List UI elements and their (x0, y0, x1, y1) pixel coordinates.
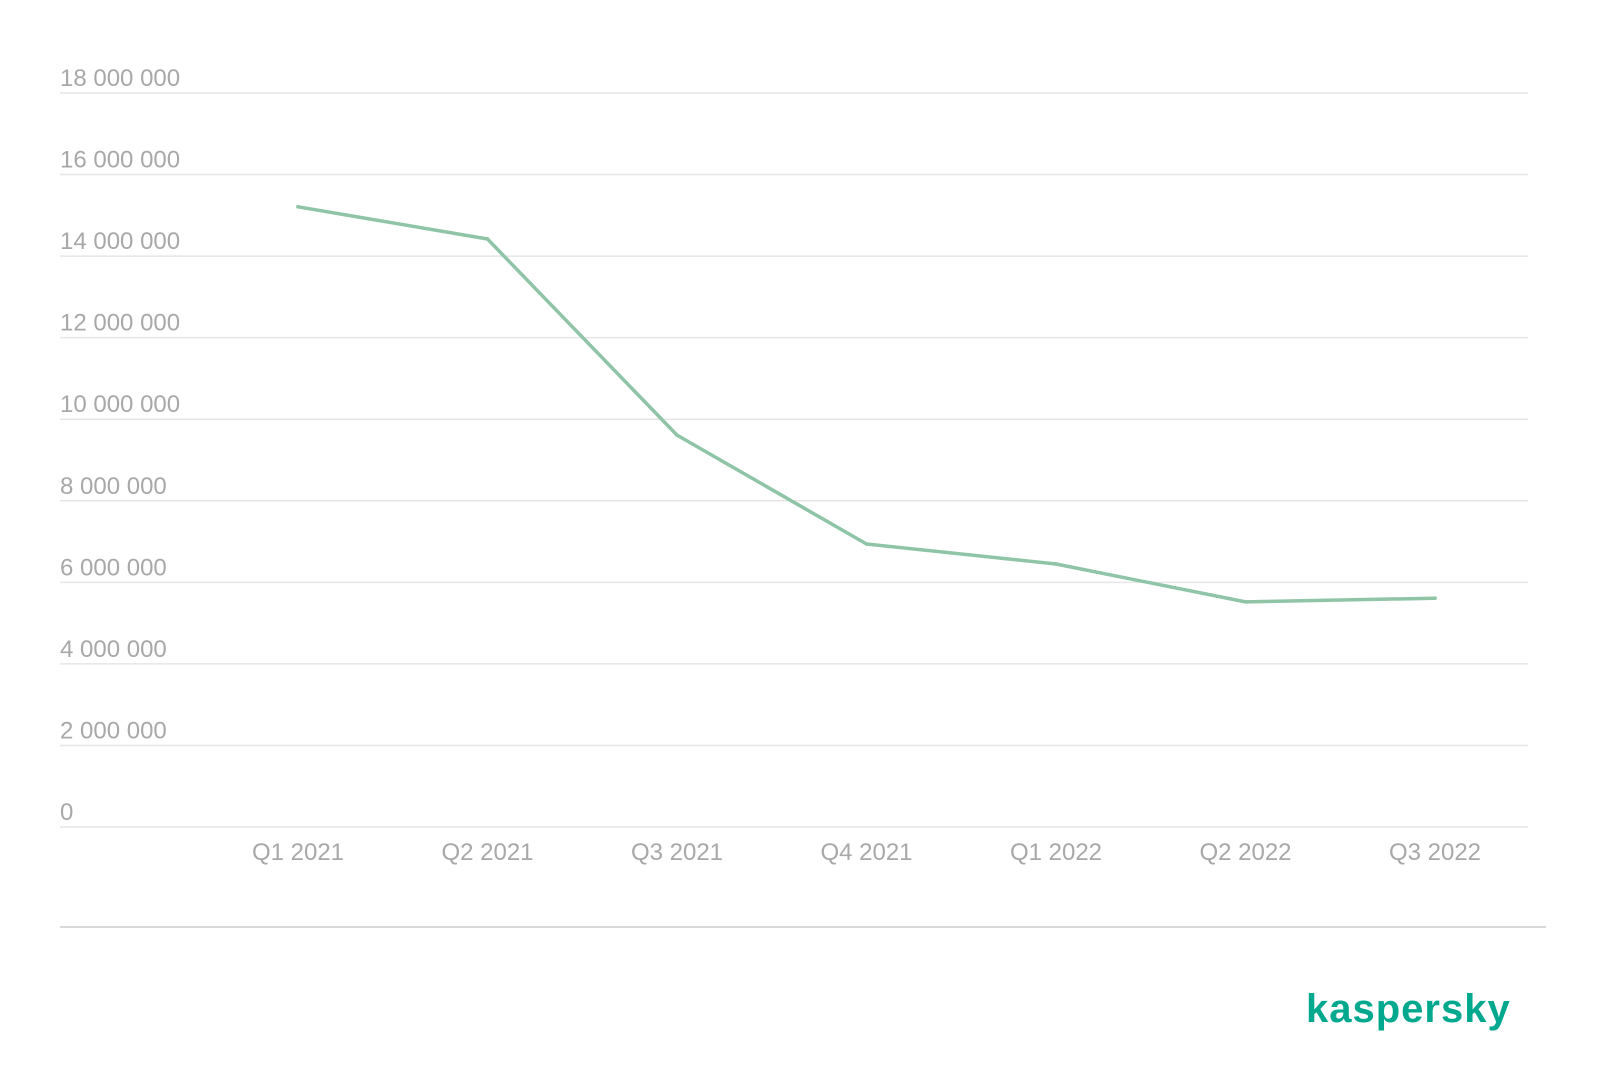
x-tick-label: Q1 2021 (252, 839, 344, 866)
x-axis-tick-labels: Q1 2021 Q2 2021 Q3 2021 Q4 2021 Q1 2022 Q2 20… (252, 839, 1481, 866)
y-tick-label: 0 (60, 799, 73, 826)
x-tick-label: Q3 2022 (1389, 839, 1481, 866)
data-point (864, 542, 869, 546)
x-tick-label: Q3 2021 (631, 839, 723, 866)
kaspersky-logo-text: kaspersky (1306, 987, 1511, 1031)
y-tick-label: 6 000 000 (60, 554, 167, 581)
x-tick-label: Q2 2021 (441, 839, 533, 866)
data-point (675, 433, 679, 437)
data-point (296, 204, 300, 209)
y-tick-label: 4 000 000 (60, 636, 167, 663)
grid-lines (60, 92, 1528, 828)
y-tick-label: 8 000 000 (60, 473, 167, 500)
data-point (1433, 596, 1437, 601)
series-layer (296, 204, 1437, 604)
y-tick-label: 10 000 000 (60, 391, 180, 418)
y-tick-label: 14 000 000 (60, 228, 180, 255)
x-tick-label: Q4 2021 (820, 839, 912, 866)
x-tick-label: Q2 2022 (1199, 839, 1291, 866)
y-tick-label: 2 000 000 (60, 717, 167, 744)
data-point (485, 237, 490, 241)
x-tick-label: Q1 2022 (1010, 839, 1102, 866)
data-point (1054, 562, 1058, 566)
y-tick-label: 12 000 000 (60, 310, 180, 337)
y-axis-tick-labels: 0 2 000 000 4 000 000 6 000 000 8 000 000 10 … (60, 65, 180, 826)
y-tick-label: 18 000 000 (60, 65, 180, 92)
kaspersky-logo: kaspersky (1306, 987, 1511, 1031)
y-tick-label: 16 000 000 (60, 147, 180, 174)
data-point (1243, 600, 1248, 604)
